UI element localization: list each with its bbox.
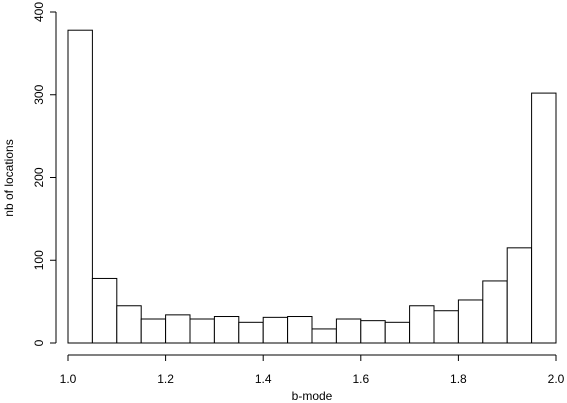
x-tick-label: 1.0 xyxy=(60,372,77,386)
y-tick-label: 300 xyxy=(32,84,46,104)
histogram-bar-8 xyxy=(238,321,264,344)
histogram-bar-16 xyxy=(433,310,459,344)
y-tick-label: 400 xyxy=(32,2,46,22)
x-tick-label: 1.4 xyxy=(255,372,272,386)
histogram-bar-18 xyxy=(482,280,508,344)
histogram-bar-5 xyxy=(165,314,191,344)
histogram-bar-20 xyxy=(531,92,557,344)
histogram-bar-13 xyxy=(360,320,386,344)
x-tick-label: 1.6 xyxy=(352,372,369,386)
histogram-bar-10 xyxy=(287,316,313,344)
x-tick-label: 1.8 xyxy=(450,372,467,386)
histogram-bar-19 xyxy=(506,247,533,344)
histogram-bar-6 xyxy=(189,318,215,344)
histogram-bar-9 xyxy=(262,316,289,344)
y-tick-label: 100 xyxy=(32,250,46,270)
histogram-bar-3 xyxy=(116,305,142,344)
histogram-bar-11 xyxy=(311,328,337,344)
histogram-bar-4 xyxy=(140,318,167,344)
y-tick-label: 0 xyxy=(32,339,46,346)
y-axis: 0 100 200 300 400 xyxy=(32,2,57,346)
histogram-bar-12 xyxy=(335,318,362,344)
x-axis: 1.0 1.2 1.4 1.6 1.8 2.0 xyxy=(60,354,565,386)
y-axis-label: nb of locations xyxy=(2,139,16,216)
histogram-bar-1 xyxy=(67,29,93,344)
histogram-bar-14 xyxy=(384,321,411,344)
y-tick-label: 200 xyxy=(32,167,46,187)
x-tick-label: 1.2 xyxy=(157,372,174,386)
histogram-bar-17 xyxy=(457,299,484,344)
x-tick-label: 2.0 xyxy=(548,372,565,386)
histogram-bar-2 xyxy=(91,277,118,344)
histogram-bar-7 xyxy=(213,316,240,344)
histogram-bar-15 xyxy=(409,305,435,344)
bars-group xyxy=(67,29,557,344)
x-axis-label: b-mode xyxy=(292,389,333,403)
